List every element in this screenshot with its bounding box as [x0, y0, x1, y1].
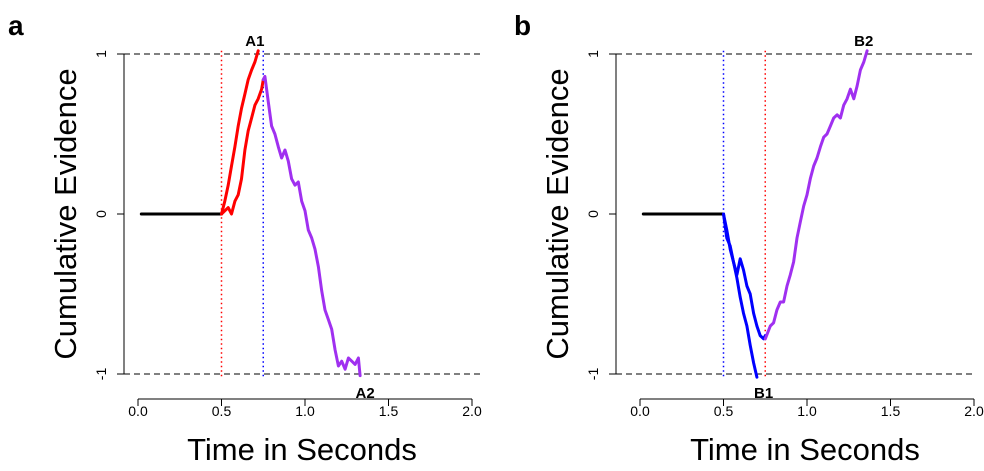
x-tick-label: 0.5 [714, 403, 734, 419]
chart-panel-a: a Cumulative Evidence Time in Seconds -1… [8, 10, 484, 467]
data-annotation: A2 [356, 385, 375, 402]
x-tick-label: 0.0 [128, 403, 148, 419]
x-tick-label: 2.0 [462, 403, 482, 419]
chart-plot-a: -1 0 1 0.0 0.5 1.0 1.5 2.0 A1 A2 [93, 33, 484, 419]
x-tick-label: 1.5 [881, 403, 901, 419]
x-tick-label: 1.5 [379, 403, 399, 419]
x-axis-label: Time in Seconds [690, 432, 920, 467]
x-tick-label: 0.5 [212, 403, 232, 419]
series-line [261, 74, 362, 378]
series-line [220, 78, 265, 216]
series-line [220, 49, 260, 216]
y-tick-label: 1 [93, 50, 109, 58]
chart-plot-b: -1 0 1 0.0 0.5 1.0 1.5 2.0 B2 B1 [585, 33, 984, 419]
data-annotation: B2 [854, 33, 873, 50]
y-tick-label: 0 [93, 210, 109, 218]
series-line [722, 212, 759, 379]
x-tick-label: 2.0 [964, 403, 984, 419]
data-annotation: B1 [754, 385, 773, 402]
y-tick-label: 0 [585, 210, 601, 218]
panel-label: a [8, 10, 24, 41]
x-tick-label: 0.0 [630, 403, 650, 419]
series-line [763, 49, 869, 341]
panel-label: b [514, 10, 532, 41]
x-tick-label: 1.0 [797, 403, 817, 419]
x-axis-label: Time in Seconds [187, 432, 417, 467]
x-tick-label: 1.0 [295, 403, 315, 419]
data-annotation: A1 [245, 33, 264, 50]
y-tick-label: 1 [585, 50, 601, 58]
y-tick-label: -1 [585, 368, 601, 381]
chart-panel-b: b Cumulative Evidence Time in Seconds -1… [492, 0, 984, 471]
y-tick-label: -1 [93, 368, 109, 381]
